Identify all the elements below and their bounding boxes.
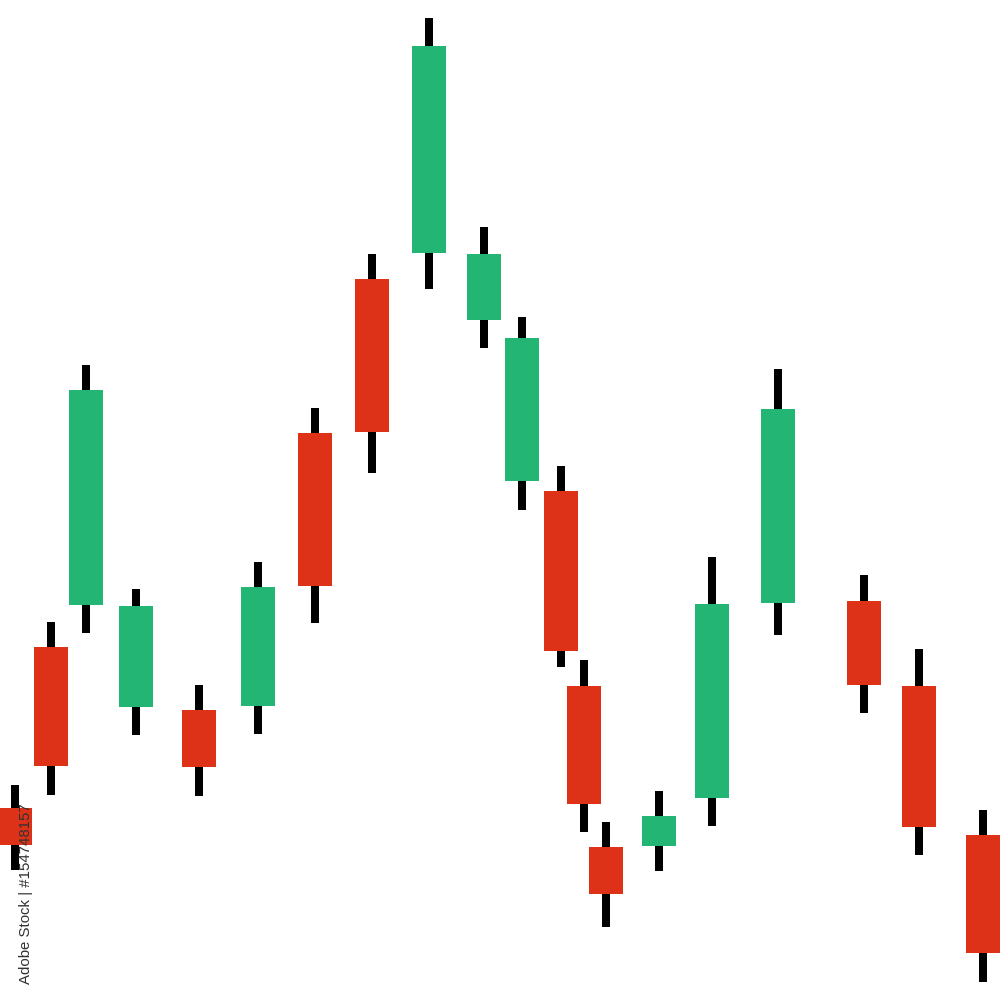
candle-body (567, 686, 601, 804)
candle-body (298, 433, 332, 586)
candle-body (355, 279, 389, 432)
candle-body (505, 338, 539, 481)
candle (34, 622, 68, 795)
candle-body (0, 808, 32, 845)
candle-body (467, 254, 501, 320)
candle (589, 822, 623, 927)
candle (355, 254, 389, 473)
candle (182, 685, 216, 796)
stock-credit: Adobe Stock | #154748157 (16, 804, 33, 985)
candle-body (119, 606, 153, 707)
candle-body (34, 647, 68, 766)
candle (69, 365, 103, 633)
candle (467, 227, 501, 348)
candle-body (761, 409, 795, 603)
candle-body (695, 604, 729, 798)
candle-body (902, 686, 936, 827)
candle (695, 557, 729, 826)
candle (847, 575, 881, 713)
candle (642, 791, 676, 871)
candle-body (544, 491, 578, 651)
candle-body (412, 46, 446, 253)
candle (567, 660, 601, 832)
candle-body (642, 816, 676, 846)
candle (0, 785, 32, 870)
candle-body (589, 847, 623, 894)
candle (902, 649, 936, 855)
candle (966, 810, 1000, 982)
candle (241, 562, 275, 734)
candle-body (847, 601, 881, 685)
candle-body (241, 587, 275, 706)
candle-body (182, 710, 216, 767)
candle-body (69, 390, 103, 605)
candle (119, 589, 153, 735)
candle (505, 317, 539, 510)
candle (412, 18, 446, 289)
candle (298, 408, 332, 623)
candle (544, 466, 578, 667)
candle (761, 369, 795, 635)
candle-body (966, 835, 1000, 953)
